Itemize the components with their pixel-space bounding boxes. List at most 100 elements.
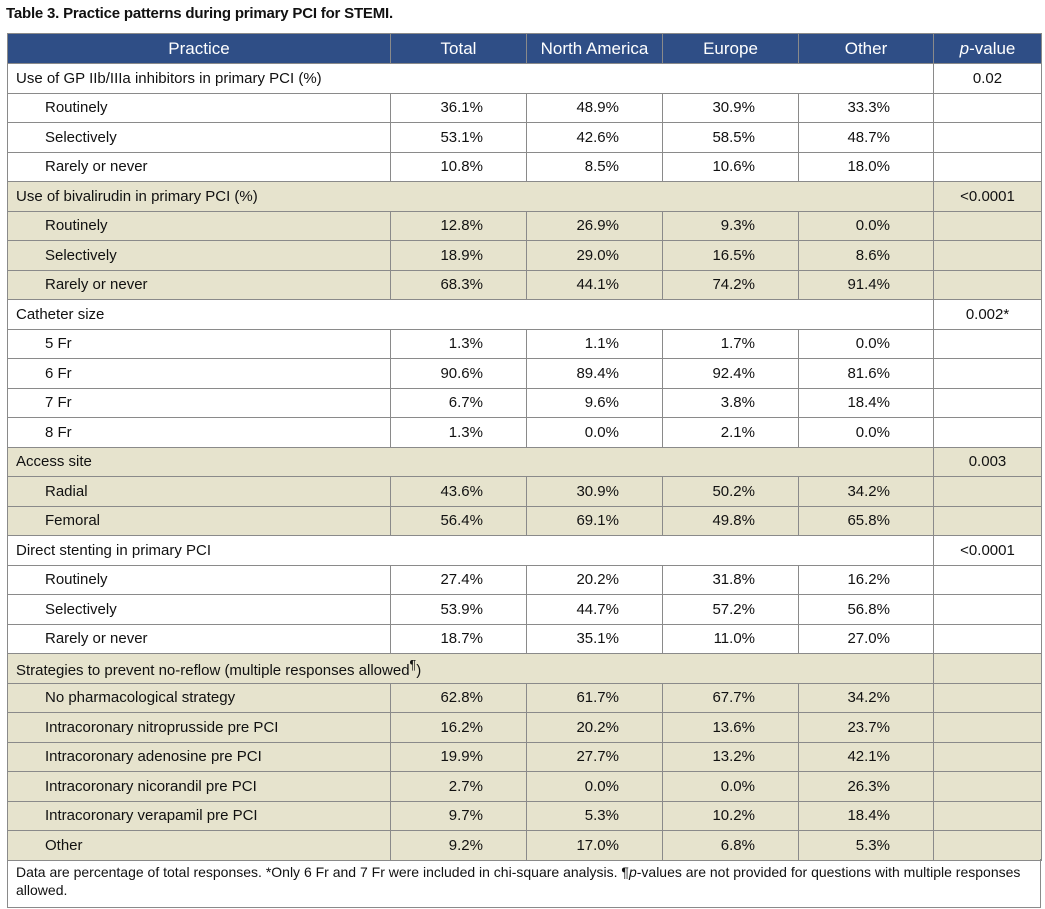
value-cell: 69.1%	[526, 505, 663, 536]
column-header: Europe	[662, 33, 799, 64]
data-row: 8 Fr 1.3% 0.0% 2.1% 0.0%	[7, 417, 1042, 448]
data-row: Other 9.2% 17.0% 6.8% 5.3%	[7, 830, 1042, 861]
data-row: Intracoronary nitroprusside pre PCI 16.2%…	[7, 712, 1042, 743]
row-label: Selectively	[7, 122, 391, 153]
value-cell: 1.7%	[662, 328, 799, 359]
data-row: Intracoronary verapamil pre PCI 9.7% 5.3% 1…	[7, 800, 1042, 831]
value-cell: 6.8%	[662, 830, 799, 861]
value-cell: 13.6%	[662, 712, 799, 743]
value-cell: 0.0%	[798, 417, 934, 448]
value-cell: 6.7%	[390, 387, 527, 418]
value-cell: 34.2%	[798, 476, 934, 507]
text-part: Use of GP IIb/IIIa inhibitors in primary…	[16, 69, 322, 87]
value-cell: 9.7%	[390, 800, 527, 831]
value-cell: 17.0%	[526, 830, 663, 861]
row-label: Rarely or never	[7, 269, 391, 300]
value-cell: 10.2%	[662, 800, 799, 831]
group-label: Access site	[7, 446, 934, 477]
value-cell: 18.0%	[798, 151, 934, 182]
value-cell: 0.0%	[798, 328, 934, 359]
value-cell: 13.2%	[662, 741, 799, 772]
text-part: Catheter size	[16, 305, 105, 323]
value-cell: 2.1%	[662, 417, 799, 448]
empty-cell	[933, 240, 1042, 271]
value-cell: 8.6%	[798, 240, 934, 271]
column-header: North America	[526, 33, 663, 64]
row-label: Selectively	[7, 594, 391, 625]
p-value: <0.0001	[933, 535, 1042, 566]
data-row: Selectively 53.9% 44.7% 57.2% 56.8%	[7, 594, 1042, 625]
value-cell: 10.6%	[662, 151, 799, 182]
empty-cell	[933, 830, 1042, 861]
text-part: -value	[969, 38, 1016, 58]
empty-cell	[933, 92, 1042, 123]
text-part: -values are not provided for questions w…	[16, 864, 1021, 898]
value-cell: 27.4%	[390, 564, 527, 595]
value-cell: 0.0%	[662, 771, 799, 802]
value-cell: 12.8%	[390, 210, 527, 241]
empty-cell	[933, 741, 1042, 772]
p-value: 0.02	[933, 63, 1042, 94]
value-cell: 16.2%	[390, 712, 527, 743]
value-cell: 0.0%	[526, 417, 663, 448]
value-cell: 11.0%	[662, 623, 799, 654]
group-label: Use of GP IIb/IIIa inhibitors in primary…	[7, 63, 934, 94]
group-row: Access site 0.003	[7, 446, 1042, 477]
empty-cell	[933, 417, 1042, 448]
data-row: Rarely or never 68.3% 44.1% 74.2% 91.4%	[7, 269, 1042, 300]
column-header: Other	[798, 33, 934, 64]
data-row: Intracoronary adenosine pre PCI 19.9% 27.7…	[7, 741, 1042, 772]
value-cell: 0.0%	[798, 210, 934, 241]
empty-cell	[933, 358, 1042, 389]
group-label: Strategies to prevent no-reflow (multipl…	[7, 653, 934, 684]
value-cell: 67.7%	[662, 682, 799, 713]
group-label: Use of bivalirudin in primary PCI (%)	[7, 181, 934, 212]
data-row: Selectively 18.9% 29.0% 16.5% 8.6%	[7, 240, 1042, 271]
row-label: 8 Fr	[7, 417, 391, 448]
group-row: Use of GP IIb/IIIa inhibitors in primary…	[7, 63, 1042, 94]
empty-cell	[933, 476, 1042, 507]
row-label: Intracoronary nitroprusside pre PCI	[7, 712, 391, 743]
data-row: Radial 43.6% 30.9% 50.2% 34.2%	[7, 476, 1042, 507]
p-value: <0.0001	[933, 181, 1042, 212]
row-label: Radial	[7, 476, 391, 507]
value-cell: 42.6%	[526, 122, 663, 153]
value-cell: 18.4%	[798, 387, 934, 418]
value-cell: 42.1%	[798, 741, 934, 772]
value-cell: 20.2%	[526, 712, 663, 743]
row-label: 7 Fr	[7, 387, 391, 418]
header-row: Practice Total North America Europe Other p-v…	[7, 33, 1042, 64]
data-row: Routinely 12.8% 26.9% 9.3% 0.0%	[7, 210, 1042, 241]
value-cell: 1.3%	[390, 328, 527, 359]
empty-cell	[933, 564, 1042, 595]
data-row: Femoral 56.4% 69.1% 49.8% 65.8%	[7, 505, 1042, 536]
value-cell: 36.1%	[390, 92, 527, 123]
row-label: Intracoronary adenosine pre PCI	[7, 741, 391, 772]
value-cell: 56.8%	[798, 594, 934, 625]
row-label: Selectively	[7, 240, 391, 271]
value-cell: 18.9%	[390, 240, 527, 271]
row-label: 6 Fr	[7, 358, 391, 389]
value-cell: 18.4%	[798, 800, 934, 831]
row-label: No pharmacological strategy	[7, 682, 391, 713]
empty-cell	[933, 505, 1042, 536]
value-cell: 0.0%	[526, 771, 663, 802]
value-cell: 91.4%	[798, 269, 934, 300]
value-cell: 9.2%	[390, 830, 527, 861]
value-cell: 19.9%	[390, 741, 527, 772]
value-cell: 81.6%	[798, 358, 934, 389]
p-value: 0.003	[933, 446, 1042, 477]
value-cell: 18.7%	[390, 623, 527, 654]
value-cell: 27.7%	[526, 741, 663, 772]
value-cell: 68.3%	[390, 269, 527, 300]
table-title: Table 3. Practice patterns during primar…	[6, 5, 393, 22]
text-part: Direct stenting in primary PCI	[16, 541, 212, 559]
data-row: Rarely or never 18.7% 35.1% 11.0% 27.0%	[7, 623, 1042, 654]
group-row: Strategies to prevent no-reflow (multipl…	[7, 653, 1042, 684]
value-cell: 5.3%	[526, 800, 663, 831]
value-cell: 48.9%	[526, 92, 663, 123]
empty-cell	[933, 800, 1042, 831]
group-label: Catheter size	[7, 299, 934, 330]
text-part: Access site	[16, 453, 92, 471]
value-cell: 23.7%	[798, 712, 934, 743]
